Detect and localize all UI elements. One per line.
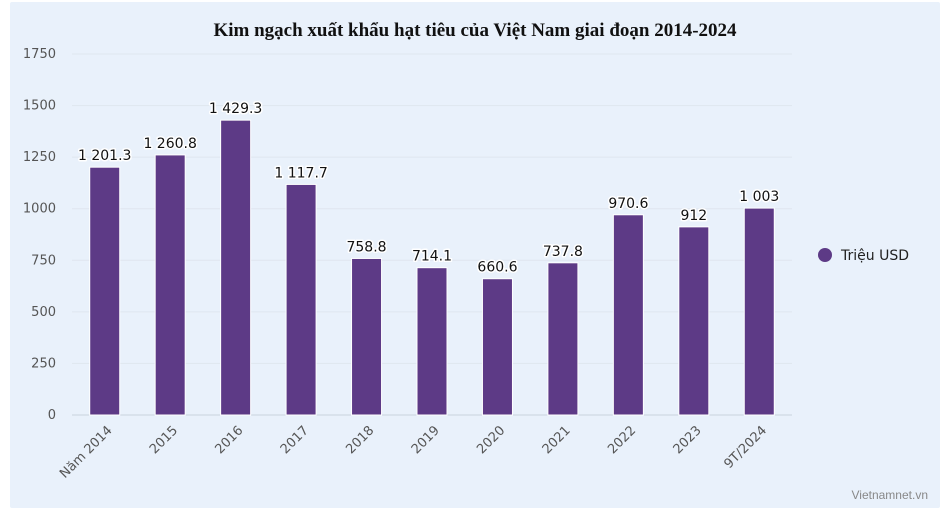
- x-tick-label: 2017: [278, 423, 312, 457]
- x-tick-label: 2018: [343, 423, 377, 457]
- bar[interactable]: [285, 183, 317, 416]
- chart-frame: Kim ngạch xuất khẩu hạt tiêu của Việt Na…: [10, 2, 940, 508]
- legend-swatch: [818, 248, 832, 262]
- chart-title: Kim ngạch xuất khẩu hạt tiêu của Việt Na…: [213, 20, 737, 41]
- x-tick-label: 9T/2024: [722, 423, 771, 472]
- bar[interactable]: [743, 207, 775, 416]
- legend[interactable]: Triệu USD: [818, 248, 909, 264]
- bar[interactable]: [154, 154, 186, 416]
- data-labels: 1 201.3 1 260.8 1 429.3 1 117.7 758.8 714.1 66…: [77, 100, 781, 278]
- bar[interactable]: [612, 214, 644, 416]
- x-tick-label: 2023: [671, 423, 705, 457]
- bar[interactable]: [547, 262, 579, 416]
- bar[interactable]: [89, 166, 121, 416]
- bar[interactable]: [416, 267, 448, 416]
- data-label: 758.8: [346, 239, 386, 255]
- bar[interactable]: [220, 119, 252, 416]
- x-tick-label: Năm 2014: [57, 423, 115, 481]
- x-tick-label: 2019: [409, 423, 443, 457]
- bar[interactable]: [678, 226, 710, 416]
- y-axis-ticks: 0 250 500 750 1000 1250 1500 1750: [23, 47, 56, 423]
- data-label: 1 117.7: [274, 165, 327, 181]
- bar[interactable]: [481, 278, 513, 416]
- data-label: 714.1: [412, 249, 452, 265]
- x-tick-label: 2022: [605, 423, 639, 457]
- y-tick-label: 0: [48, 408, 56, 423]
- y-tick-label: 750: [31, 253, 56, 268]
- data-label: 1 201.3: [78, 148, 131, 164]
- source-credit: Vietnamnet.vn: [852, 488, 929, 502]
- data-label: 737.8: [543, 244, 583, 260]
- data-label: 1 429.3: [209, 101, 262, 117]
- bars: [89, 119, 775, 416]
- x-tick-label: 2021: [540, 423, 574, 457]
- y-tick-label: 1500: [23, 99, 56, 114]
- x-tick-label: 2016: [212, 423, 246, 457]
- bar[interactable]: [351, 257, 383, 416]
- data-label: 1 260.8: [143, 136, 196, 152]
- x-tick-label: 2015: [147, 423, 181, 457]
- data-label: 1 003: [739, 189, 779, 205]
- legend-label[interactable]: Triệu USD: [840, 248, 909, 264]
- y-tick-label: 1250: [23, 150, 56, 165]
- data-label: 660.6: [477, 260, 517, 276]
- x-axis-ticks: Năm 2014 2015 2016 2017 2018 2019 2020 2021 2022…: [57, 423, 770, 481]
- x-tick-label: 2020: [474, 423, 508, 457]
- y-tick-label: 500: [31, 305, 56, 320]
- y-tick-label: 250: [31, 356, 56, 371]
- data-label: 970.6: [608, 196, 648, 212]
- y-tick-label: 1750: [23, 47, 56, 62]
- y-tick-label: 1000: [23, 202, 56, 217]
- bar-chart: Kim ngạch xuất khẩu hạt tiêu của Việt Na…: [23, 20, 929, 502]
- data-label: 912: [680, 208, 707, 224]
